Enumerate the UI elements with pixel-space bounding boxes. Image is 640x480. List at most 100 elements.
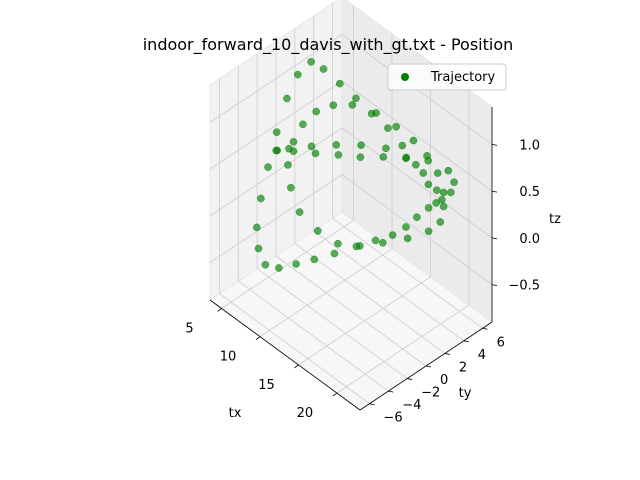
trajectory-point xyxy=(424,227,433,236)
trajectory-point xyxy=(388,231,397,239)
grid-line-y-floor xyxy=(256,268,408,379)
trajectory-point xyxy=(371,236,380,245)
trajectory-point xyxy=(275,264,283,272)
trajectory-point xyxy=(310,255,319,264)
z-tick-mark xyxy=(491,190,498,193)
grid-line-z-left xyxy=(209,80,343,170)
grid-line-z-back xyxy=(341,127,493,239)
grid-line-y-floor xyxy=(275,255,427,367)
trajectory-point xyxy=(293,70,302,79)
y-tick-mark xyxy=(388,390,394,393)
z-tick-label: 0.0 xyxy=(519,232,540,247)
trajectory-point xyxy=(402,153,411,162)
trajectory-point xyxy=(382,144,390,153)
trajectory-point xyxy=(289,137,298,146)
x-tick-mark xyxy=(217,308,222,312)
z-tick-mark xyxy=(491,237,498,240)
z-tick-label: −0.5 xyxy=(508,279,540,294)
legend-box xyxy=(387,63,507,91)
trajectory-point xyxy=(402,223,410,231)
trajectory-point xyxy=(367,109,376,118)
trajectory-point xyxy=(335,79,344,88)
trajectory-point xyxy=(413,213,421,222)
trajectory-point xyxy=(329,101,338,110)
legend-marker xyxy=(401,73,409,81)
y-tick-mark xyxy=(425,365,432,368)
trajectory-point xyxy=(450,178,458,187)
trajectory-point xyxy=(332,141,341,149)
trajectory-point xyxy=(254,244,263,253)
x-tick-label: 20 xyxy=(297,406,314,421)
grid-line-z-left xyxy=(209,34,343,123)
trajectory-point xyxy=(252,223,261,232)
y-tick-label: −4 xyxy=(402,398,421,413)
trajectory-point xyxy=(261,260,270,269)
trajectory-point xyxy=(312,107,321,116)
y-axis-label: ty xyxy=(459,386,472,401)
x-tick-label: 5 xyxy=(185,321,193,336)
trajectory-point xyxy=(356,153,365,162)
grid-line-y-floor xyxy=(219,293,370,405)
trajectory-point xyxy=(432,186,441,195)
y-tick-mark xyxy=(444,353,450,355)
z-tick-label: 0.5 xyxy=(519,185,540,200)
trajectory-point xyxy=(446,188,455,197)
z-axis-label: tz xyxy=(549,212,561,227)
trajectory-point xyxy=(299,120,307,129)
trajectory-point xyxy=(379,153,388,161)
x-tick-label: 15 xyxy=(258,378,275,393)
axes-panes xyxy=(209,0,493,411)
y-tick-label: 0 xyxy=(440,373,448,388)
trajectory-point xyxy=(287,183,295,192)
trajectory-point xyxy=(307,57,315,66)
trajectory-point xyxy=(411,160,420,169)
trajectory-point xyxy=(352,242,361,251)
y-tick-mark xyxy=(369,403,375,406)
grid-line-y-floor xyxy=(238,280,389,392)
trajectory-point xyxy=(289,147,298,156)
trajectory-point xyxy=(384,124,392,132)
trajectory-point xyxy=(295,208,304,216)
trajectory-point xyxy=(319,65,328,73)
trajectory-point xyxy=(334,239,342,248)
trajectory-point xyxy=(419,169,428,177)
chart-title: indoor_forward_10_davis_with_gt.txt - Po… xyxy=(143,35,514,55)
x-tick-mark xyxy=(332,392,338,397)
z-tick-label: 1.0 xyxy=(519,138,540,153)
y-tick-label: 2 xyxy=(459,360,467,375)
x-tick-label: 10 xyxy=(220,350,237,365)
y-tick-mark xyxy=(482,327,488,330)
trajectory-point xyxy=(264,163,272,171)
x-axis-label: tx xyxy=(229,406,242,421)
trajectory-point xyxy=(357,141,365,150)
y-tick-label: −2 xyxy=(421,386,440,401)
grid-line-z-back xyxy=(341,80,493,192)
trajectory-point xyxy=(438,195,446,204)
trajectory-point xyxy=(436,218,445,226)
trajectory-point xyxy=(439,188,448,197)
trajectory-point xyxy=(330,249,339,258)
trajectory-point xyxy=(409,136,418,145)
trajectory-point xyxy=(348,101,357,109)
grid-line-y-floor xyxy=(332,217,483,329)
trajectory-points xyxy=(252,57,458,272)
z-tick-mark xyxy=(491,143,498,146)
x-tick-mark xyxy=(294,364,299,369)
trajectory-point xyxy=(284,161,292,169)
trajectory-point xyxy=(424,180,433,189)
trajectory-point xyxy=(392,122,401,131)
y-tick-label: 6 xyxy=(497,335,505,350)
grid-line-z-back xyxy=(341,174,493,285)
trajectory-point xyxy=(433,169,442,177)
grid-line-z-left xyxy=(209,127,343,217)
trajectory-point xyxy=(403,234,412,243)
y-tick-mark xyxy=(407,378,413,380)
trajectory-point xyxy=(439,202,448,211)
trajectory-point xyxy=(307,142,316,151)
y-tick-label: 4 xyxy=(478,348,486,363)
z-tick-mark xyxy=(491,284,498,287)
trajectory-point xyxy=(313,227,322,235)
x-tick-mark xyxy=(255,336,261,340)
